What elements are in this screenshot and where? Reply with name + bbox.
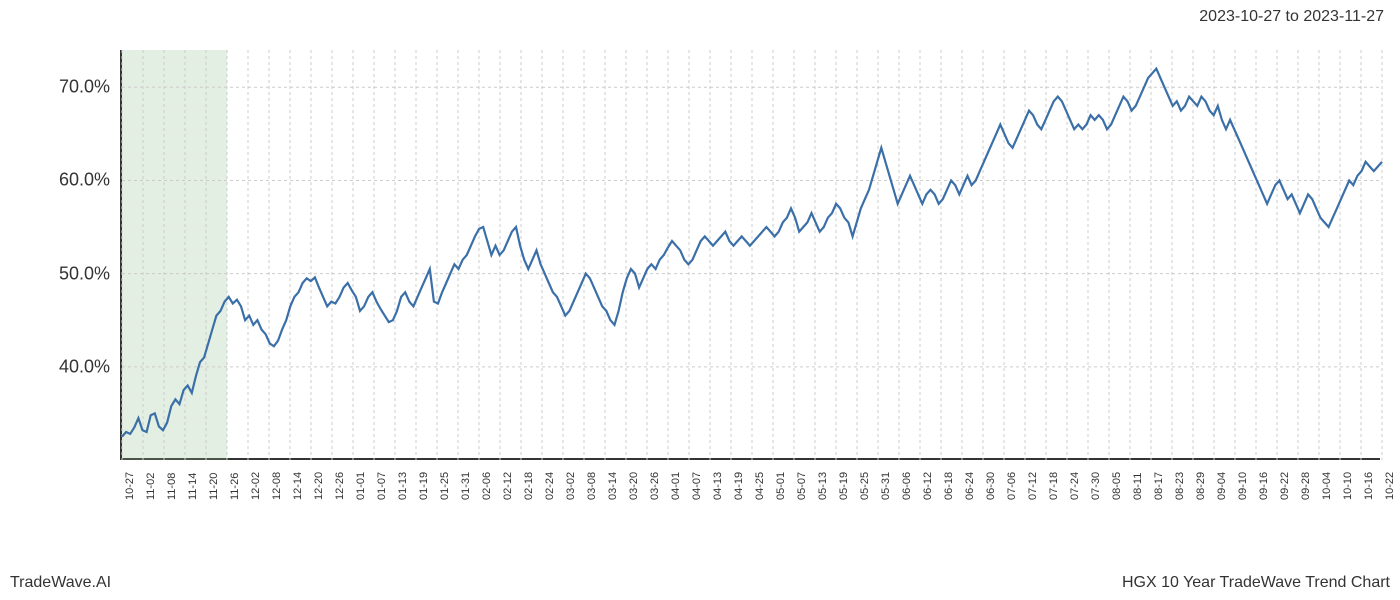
x-tick-label: 10-10 [1342,472,1354,500]
x-tick-label: 02-06 [481,472,493,500]
date-range-label: 2023-10-27 to 2023-11-27 [1199,8,1384,26]
x-tick-label: 11-14 [187,473,199,500]
x-tick-label: 09-10 [1237,472,1249,500]
chart-title: HGX 10 Year TradeWave Trend Chart [1122,574,1390,592]
x-tick-label: 06-06 [901,472,913,500]
x-tick-label: 11-08 [166,473,178,500]
x-tick-label: 01-13 [397,472,409,500]
x-tick-label: 07-30 [1090,472,1102,500]
y-tick-label: 70.0% [30,77,110,98]
y-tick-label: 50.0% [30,263,110,284]
y-tick-label: 60.0% [30,170,110,191]
x-tick-label: 04-25 [754,472,766,500]
highlight-band [122,50,227,460]
x-tick-label: 08-17 [1153,472,1165,500]
x-tick-label: 01-07 [376,472,388,500]
x-tick-label: 11-02 [145,473,157,500]
x-tick-label: 06-24 [964,472,976,500]
x-tick-label: 05-19 [838,472,850,500]
x-tick-label: 12-14 [292,472,304,500]
plot-region [120,50,1380,460]
x-tick-label: 10-04 [1321,472,1333,500]
x-tick-label: 04-13 [712,472,724,500]
x-tick-label: 01-01 [355,472,367,500]
x-tick-label: 01-31 [460,472,472,500]
x-tick-label: 10-16 [1363,472,1375,500]
footer-brand: TradeWave.AI [10,574,111,592]
x-tick-label: 06-30 [985,472,997,500]
x-tick-label: 06-12 [922,472,934,500]
x-tick-label: 01-19 [418,472,430,500]
x-tick-label: 09-22 [1279,472,1291,500]
x-tick-label: 03-14 [607,472,619,500]
x-tick-label: 09-28 [1300,472,1312,500]
x-tick-label: 05-31 [880,472,892,500]
x-tick-label: 09-16 [1258,472,1270,500]
line-chart-svg [122,50,1382,460]
x-tick-label: 06-18 [943,472,955,500]
x-tick-label: 05-01 [775,472,787,500]
chart-container [120,50,1380,460]
x-tick-label: 04-01 [670,472,682,500]
x-tick-label: 05-07 [796,472,808,500]
x-tick-label: 10-22 [1384,472,1396,500]
x-tick-label: 10-27 [124,472,136,500]
x-tick-label: 03-02 [565,472,577,500]
x-tick-label: 07-24 [1069,472,1081,500]
x-tick-label: 11-26 [229,473,241,500]
x-tick-label: 04-19 [733,472,745,500]
x-tick-label: 01-25 [439,472,451,500]
x-tick-label: 11-20 [208,473,220,500]
x-tick-label: 08-11 [1132,473,1144,500]
x-tick-label: 02-18 [523,472,535,500]
x-tick-label: 02-24 [544,472,556,500]
x-tick-label: 12-20 [313,472,325,500]
x-tick-label: 04-07 [691,472,703,500]
x-tick-label: 08-29 [1195,472,1207,500]
x-tick-label: 07-12 [1027,472,1039,500]
x-tick-label: 08-23 [1174,472,1186,500]
x-tick-label: 12-26 [334,472,346,500]
x-tick-label: 12-08 [271,472,283,500]
x-tick-label: 03-08 [586,472,598,500]
x-tick-label: 02-12 [502,472,514,500]
x-tick-label: 12-02 [250,472,262,500]
y-tick-label: 40.0% [30,356,110,377]
x-tick-label: 03-20 [628,472,640,500]
x-tick-label: 07-18 [1048,472,1060,500]
x-tick-label: 05-25 [859,472,871,500]
x-tick-label: 09-04 [1216,472,1228,500]
x-tick-label: 08-05 [1111,472,1123,500]
x-tick-label: 05-13 [817,472,829,500]
x-tick-label: 07-06 [1006,472,1018,500]
x-tick-label: 03-26 [649,472,661,500]
